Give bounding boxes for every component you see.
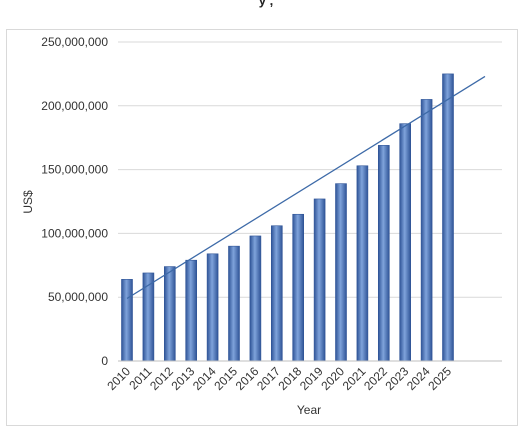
bar xyxy=(335,183,347,362)
y-tick-label: 50,000,000 xyxy=(48,290,108,304)
bar xyxy=(249,235,262,362)
trendline xyxy=(126,75,486,300)
x-tick-label: 2011 xyxy=(126,364,154,392)
y-tick-label: 0 xyxy=(101,354,108,368)
bar xyxy=(270,225,283,362)
x-axis-ticks: 2010201120122013201420152016201720182019… xyxy=(104,364,454,393)
bar xyxy=(377,145,390,362)
y-axis-title: US$ xyxy=(21,190,35,214)
bar xyxy=(164,266,176,362)
bar xyxy=(442,73,454,362)
bar xyxy=(292,213,305,362)
bar xyxy=(356,165,369,362)
bar xyxy=(313,198,326,362)
bar xyxy=(228,245,240,362)
chart-title: y , xyxy=(258,0,274,8)
y-tick-label: 150,000,000 xyxy=(41,163,108,177)
x-axis-title: Year xyxy=(297,403,321,417)
chart-frame xyxy=(6,29,518,426)
bar xyxy=(399,123,412,362)
bar xyxy=(420,99,433,362)
x-tick-label: 2025 xyxy=(425,364,454,393)
y-tick-label: 200,000,000 xyxy=(41,99,108,113)
bars xyxy=(121,73,454,362)
bar xyxy=(185,259,197,362)
bar xyxy=(142,272,155,362)
bar xyxy=(206,253,219,362)
y-axis-ticks: 0 50,000,000 100,000,000 150,000,000 200,000… xyxy=(41,35,108,368)
y-tick-label: 100,000,000 xyxy=(41,226,108,240)
y-tick-label: 250,000,000 xyxy=(41,35,108,49)
bar xyxy=(121,279,133,362)
